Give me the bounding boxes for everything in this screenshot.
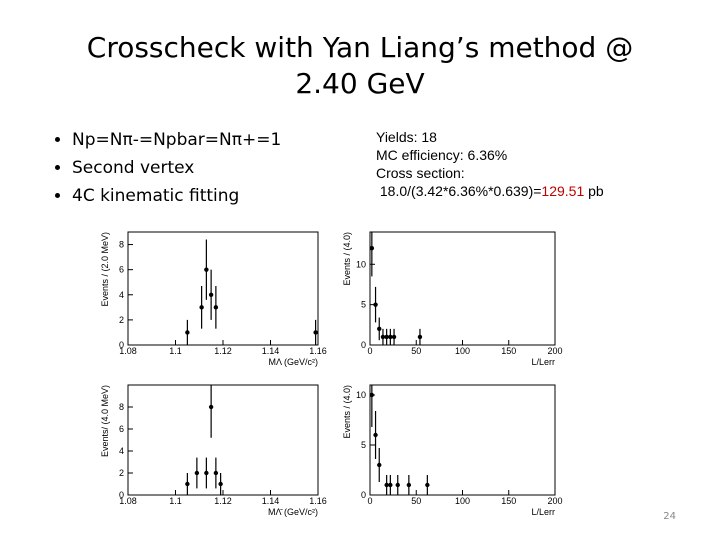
y-tick-label: 6: [119, 265, 124, 275]
y-tick-label: 5: [361, 440, 366, 450]
data-point: [384, 482, 389, 488]
x-tick-label: 100: [455, 346, 470, 356]
page-number: 24: [663, 511, 676, 522]
data-point: [384, 334, 389, 340]
data-point: [373, 302, 378, 307]
y-tick-label: 0: [361, 490, 366, 500]
x-tick-label: 50: [411, 496, 421, 506]
x-tick-label: 200: [547, 496, 562, 506]
data-point: [313, 330, 318, 335]
y-tick-label: 6: [119, 424, 124, 434]
x-axis-label: MΛ (GeV/c²): [268, 357, 318, 367]
bullet: Second vertex: [72, 154, 281, 182]
data-point: [213, 470, 219, 476]
result-line: MC efficiency: 6.36%: [376, 147, 508, 163]
data-point: [369, 245, 375, 251]
data-point: [194, 470, 200, 476]
y-tick-label: 4: [119, 446, 124, 456]
x-tick-label: 150: [501, 496, 516, 506]
x-tick-label: 150: [501, 346, 516, 356]
data-point: [425, 482, 430, 488]
title-line: Crosscheck with Yan Liang’s method @: [86, 31, 634, 64]
data-point: [373, 432, 378, 438]
x-tick-label: 1.14: [262, 346, 280, 356]
x-tick-label: 1.08: [119, 346, 137, 356]
data-point: [185, 481, 190, 487]
data-point: [395, 482, 400, 488]
x-tick-label: 0: [367, 346, 372, 356]
cross-section: 129.51: [541, 183, 585, 199]
y-tick-label: 4: [119, 290, 124, 300]
data-point: [377, 326, 382, 332]
data-point: [213, 305, 219, 310]
data-point: [218, 481, 223, 487]
data-point: [208, 292, 214, 297]
data-point: [208, 404, 214, 410]
x-tick-label: 50: [411, 346, 421, 356]
title: Crosscheck with Yan Liang’s method @ 2.4…: [0, 30, 720, 102]
plot-frame: [369, 231, 556, 346]
x-tick-label: 1.12: [214, 346, 232, 356]
data-point: [380, 334, 386, 340]
y-tick-label: 2: [119, 468, 124, 478]
x-tick-label: 1.12: [214, 496, 232, 506]
x-tick-label: 100: [455, 496, 470, 506]
title-line: 2.40 GeV: [295, 67, 425, 100]
bullet-list: Np=Nπ-=Npbar=Nπ+=1 Second vertex 4C kine…: [52, 126, 281, 210]
y-tick-label: 8: [119, 240, 124, 250]
result-line: Yields: 18: [376, 129, 437, 145]
x-tick-label: 1.14: [262, 496, 280, 506]
x-tick-label: 200: [547, 346, 562, 356]
y-axis-label: Events / (2.0 MeV): [100, 232, 110, 307]
y-tick-label: 0: [119, 340, 124, 350]
y-tick-label: 10: [356, 259, 366, 269]
bullet: Np=Nπ-=Npbar=Nπ+=1: [72, 126, 281, 154]
y-tick-label: 0: [119, 490, 124, 500]
plot-frame: [127, 384, 319, 496]
x-axis-label: MΛ̄ (GeV/c²): [268, 507, 318, 517]
y-axis-label: Events / (4.0): [342, 232, 352, 286]
results: Yields: 18 MC efficiency: 6.36% Cross se…: [376, 128, 604, 200]
x-tick-label: 1.1: [169, 496, 182, 506]
data-point: [199, 305, 204, 310]
x-tick-label: 1.16: [309, 346, 327, 356]
y-tick-label: 2: [119, 315, 124, 325]
bullet: 4C kinematic fitting: [72, 182, 281, 210]
data-point: [417, 334, 423, 340]
data-point: [406, 482, 412, 488]
x-tick-label: 1.1: [169, 346, 182, 356]
x-tick-label: 1.16: [309, 496, 327, 506]
x-tick-label: 0: [367, 496, 372, 506]
y-axis-label: Events/ (4.0 MeV): [100, 385, 110, 457]
data-point: [377, 462, 382, 468]
y-tick-label: 5: [361, 300, 366, 310]
y-tick-label: 8: [119, 402, 124, 412]
result-line: Cross section:: [376, 165, 465, 181]
plot-frame: [127, 231, 319, 346]
result-formula: 18.0/(3.42*6.36%*0.639)=129.51 pb: [376, 182, 604, 200]
data-point: [388, 482, 393, 488]
data-point: [369, 392, 375, 398]
data-point: [204, 267, 209, 272]
x-axis-label: L/Lerr: [531, 507, 555, 517]
y-tick-label: 0: [361, 340, 366, 350]
x-axis-label: L/Lerr: [531, 357, 555, 367]
data-point: [185, 330, 190, 335]
data-point: [204, 470, 209, 476]
formula: 18.0/(3.42*6.36%*0.639)=: [379, 183, 542, 199]
unit: pb: [588, 183, 604, 199]
y-tick-label: 10: [356, 390, 366, 400]
data-point: [391, 334, 397, 340]
x-tick-label: 1.08: [119, 496, 137, 506]
data-point: [388, 334, 393, 340]
y-axis-label: Events / (4.0): [342, 385, 352, 439]
